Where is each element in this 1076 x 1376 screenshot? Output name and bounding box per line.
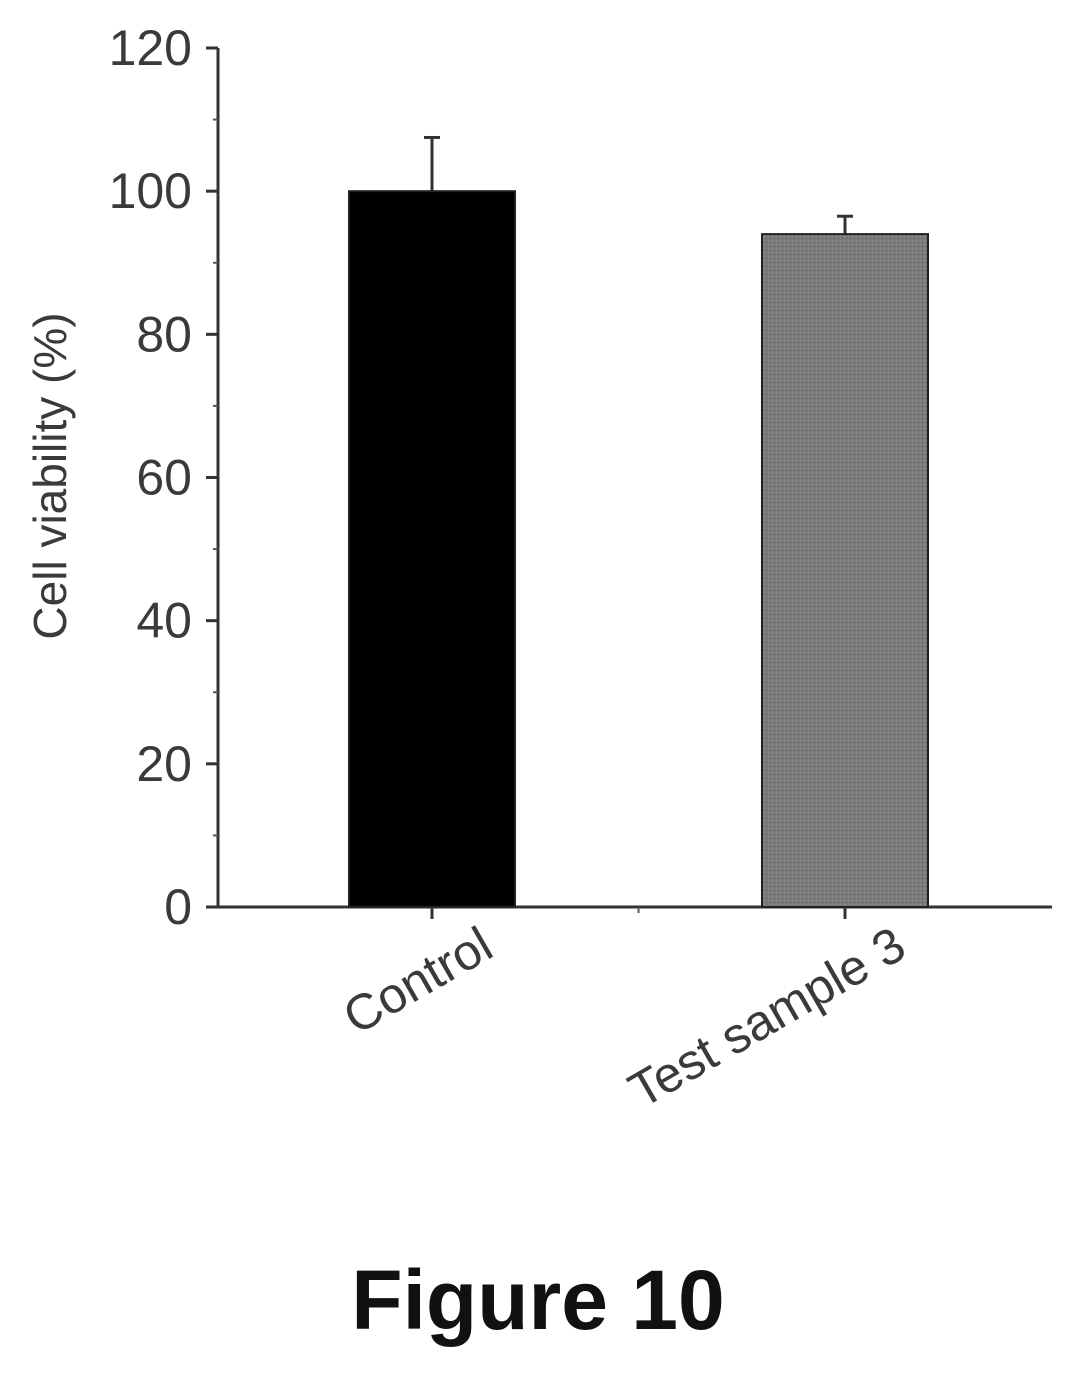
y-tick-label: 0 [164,879,192,935]
bar [761,233,929,909]
x-tick-label: Control [334,916,502,1045]
y-tick-label: 100 [109,163,192,219]
y-tick-label: 60 [136,450,192,506]
bar [348,190,516,908]
y-tick-label: 20 [136,736,192,792]
figure-caption: Figure 10 [351,1253,725,1347]
y-tick-label: 40 [136,593,192,649]
y-axis-label: Cell viability (%) [24,312,76,639]
x-tick-label: Test sample 3 [619,916,914,1119]
y-tick-label: 80 [136,306,192,362]
y-tick-label: 120 [109,20,192,76]
